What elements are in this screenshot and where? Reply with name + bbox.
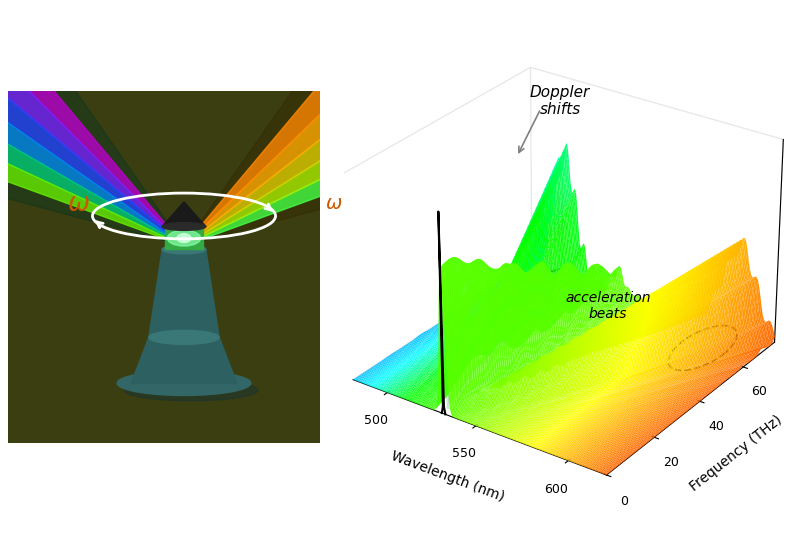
Ellipse shape <box>162 223 206 230</box>
Wedge shape <box>0 0 184 246</box>
Polygon shape <box>184 0 738 246</box>
Ellipse shape <box>149 331 219 344</box>
Wedge shape <box>184 0 728 246</box>
Polygon shape <box>0 0 184 246</box>
Polygon shape <box>184 0 800 246</box>
Polygon shape <box>184 0 781 246</box>
Ellipse shape <box>124 380 258 400</box>
Polygon shape <box>184 0 800 246</box>
Ellipse shape <box>162 245 206 254</box>
Polygon shape <box>131 337 237 383</box>
Polygon shape <box>0 0 184 246</box>
Text: Doppler
shifts: Doppler shifts <box>530 84 590 117</box>
Y-axis label: Frequency (THz): Frequency (THz) <box>687 412 785 493</box>
Text: $\omega$: $\omega$ <box>325 194 342 214</box>
Polygon shape <box>0 0 184 246</box>
Polygon shape <box>162 202 206 226</box>
X-axis label: Wavelength (nm): Wavelength (nm) <box>390 449 506 505</box>
Polygon shape <box>184 0 690 246</box>
Ellipse shape <box>117 371 251 396</box>
Polygon shape <box>0 0 184 246</box>
Bar <box>165 226 203 249</box>
Text: acceleration
beats: acceleration beats <box>566 291 650 321</box>
Polygon shape <box>0 0 184 246</box>
Text: $\omega$: $\omega$ <box>67 191 90 217</box>
Polygon shape <box>0 0 184 246</box>
Ellipse shape <box>165 223 203 230</box>
Ellipse shape <box>177 234 191 242</box>
Ellipse shape <box>167 230 201 246</box>
Polygon shape <box>149 249 219 337</box>
